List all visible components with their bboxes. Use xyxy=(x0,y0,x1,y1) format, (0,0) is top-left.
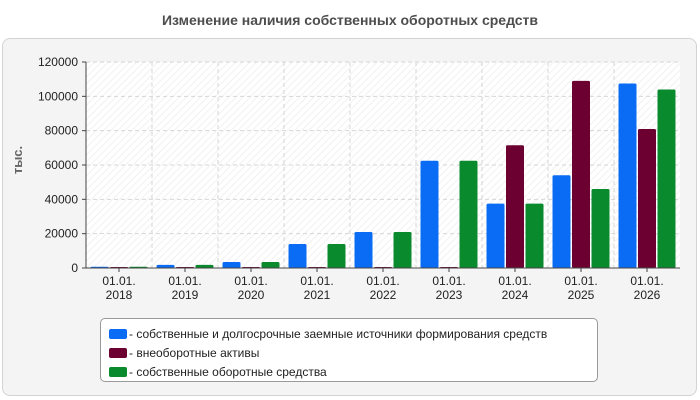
legend-item-sources: - собственные и долгосрочные заемные ист… xyxy=(109,324,597,343)
bar xyxy=(552,175,571,268)
bar xyxy=(459,160,478,268)
y-tick-label: 100000 xyxy=(38,89,78,103)
x-tick-labels: 01.01.201801.01.201901.01.202001.01.2021… xyxy=(102,274,663,302)
x-tick-label: 2025 xyxy=(568,288,595,302)
bar xyxy=(261,261,280,268)
bar xyxy=(525,203,544,268)
x-tick-label: 01.01. xyxy=(168,274,201,288)
x-tick-label: 01.01. xyxy=(234,274,267,288)
x-tick-label: 2024 xyxy=(502,288,529,302)
y-tick-label: 0 xyxy=(71,261,78,275)
x-tick-label: 2023 xyxy=(436,288,463,302)
x-tick-label: 01.01. xyxy=(498,274,531,288)
legend-item-noncurrent-assets: - внеоборотные активы xyxy=(109,343,597,362)
bar xyxy=(222,261,241,268)
x-tick-label: 01.01. xyxy=(366,274,399,288)
y-tick-label: 120000 xyxy=(38,55,78,69)
x-tick-label: 2026 xyxy=(634,288,661,302)
bar xyxy=(195,264,214,268)
x-tick-label: 01.01. xyxy=(630,274,663,288)
y-tick-label: 60000 xyxy=(45,158,79,172)
legend-swatch xyxy=(109,347,127,358)
bar xyxy=(572,80,590,268)
y-tick-labels: 0 20000 40000 60000 80000 100000 120000 xyxy=(38,55,78,275)
x-tick-label: 2018 xyxy=(106,288,133,302)
y-tick-label: 20000 xyxy=(45,227,79,241)
bar-chart: 0 20000 40000 60000 80000 100000 120000 01.01.… xyxy=(10,55,680,302)
y-axis-label: тыс. xyxy=(10,146,25,174)
bar xyxy=(506,145,524,268)
bar xyxy=(657,89,676,268)
x-tick-label: 01.01. xyxy=(102,274,135,288)
chart-legend: - собственные и долгосрочные заемные ист… xyxy=(100,318,598,382)
chart-title: Изменение наличия собственных оборотных … xyxy=(161,12,539,28)
x-tick-label: 2022 xyxy=(370,288,397,302)
bar xyxy=(156,264,175,268)
x-tick-label: 2020 xyxy=(238,288,265,302)
bar xyxy=(638,128,656,268)
bar xyxy=(420,160,439,268)
legend-label: - внеоборотные активы xyxy=(129,345,260,360)
bars xyxy=(90,80,676,268)
legend-label: - собственные оборотные средства xyxy=(129,364,327,379)
bar xyxy=(591,189,610,268)
x-tick-label: 01.01. xyxy=(300,274,333,288)
x-tick-label: 2019 xyxy=(172,288,199,302)
y-tick-label: 80000 xyxy=(45,124,79,138)
bar xyxy=(327,243,346,268)
grid-lines xyxy=(86,61,680,268)
bar xyxy=(393,231,412,268)
axes xyxy=(82,61,680,272)
bar xyxy=(486,203,505,268)
legend-label: - собственные и долгосрочные заемные ист… xyxy=(129,326,548,341)
legend-swatch xyxy=(109,328,127,339)
legend-swatch xyxy=(109,366,127,377)
x-tick-label: 01.01. xyxy=(432,274,465,288)
bar xyxy=(618,83,637,268)
y-tick-label: 40000 xyxy=(45,192,79,206)
legend-item-working-capital: - собственные оборотные средства xyxy=(109,362,597,381)
bar xyxy=(354,231,373,268)
bar xyxy=(288,243,307,268)
x-tick-label: 01.01. xyxy=(564,274,597,288)
x-tick-label: 2021 xyxy=(304,288,331,302)
